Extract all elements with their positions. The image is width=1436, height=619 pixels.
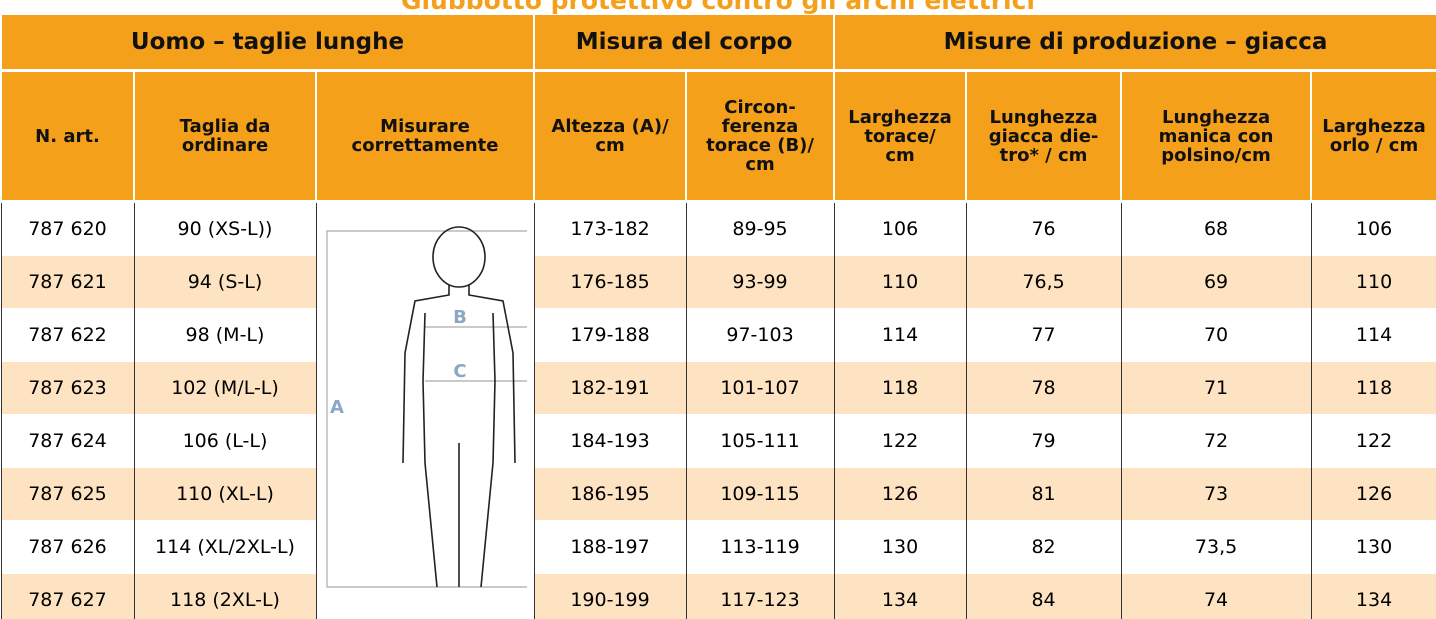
table-cell: 787 627 [0,573,135,619]
table-cell: 787 620 [0,201,135,256]
table-row: 787 627 118 (2XL-L) 190-199 117-123 134 84 74 1… [0,573,1436,619]
table-cell: 101-107 [685,361,835,415]
table-cell: 70 [1120,308,1312,362]
table-cell: 89-95 [685,201,835,256]
table-cell: 188-197 [533,520,687,574]
table-cell: 130 [1310,520,1436,574]
table-row: 787 621 94 (S-L) 176-185 93-99 110 76,5 69 110 [0,255,1436,309]
table-cell: 182-191 [533,361,687,415]
table-cell: 105-111 [685,414,835,468]
table-cell: 71 [1120,361,1312,415]
table-cell: 73,5 [1120,520,1312,574]
table-cell: 190-199 [533,573,687,619]
column-header: Lunghezza manica con polsino/cm [1120,70,1313,203]
table-cell: 130 [833,520,967,574]
table-cell: 134 [833,573,967,619]
table-cell: 787 624 [0,414,135,468]
table-cell: 110 (XL-L) [133,467,317,521]
table-cell: 110 [1310,255,1436,309]
table-cell: 81 [965,467,1122,521]
size-table: Uomo – taglie lunghe Misura del corpo Mi… [0,15,1436,619]
table-cell: 126 [833,467,967,521]
table-cell: 76 [965,201,1122,256]
table-cell: 186-195 [533,467,687,521]
table-cell: 76,5 [965,255,1122,309]
group-header: Uomo – taglie lunghe [0,15,536,72]
column-header: Lunghezza giacca die- tro* / cm [965,70,1123,203]
table-cell: 82 [965,520,1122,574]
table-cell: 94 (S-L) [133,255,317,309]
body-figure: A B C [325,226,527,588]
table-cell: 106 [833,201,967,256]
table-cell: 117-123 [685,573,835,619]
table-cell: 114 [1310,308,1436,362]
table-row: 787 622 98 (M-L) 179-188 97-103 114 77 70 114 [0,308,1436,362]
table-cell: 126 [1310,467,1436,521]
table-row: 787 623 102 (M/L-L) 182-191 101-107 118 78 71 1… [0,361,1436,415]
column-header: Misurare correttamente [314,70,536,203]
table-cell: 110 [833,255,967,309]
table-cell: 77 [965,308,1122,362]
table-row: 787 625 110 (XL-L) 186-195 109-115 126 81 73 12… [0,467,1436,521]
table-row: 787 620 90 (XS-L)) A B C 173-182 89-95 106 76 68… [0,201,1436,619]
column-header: N. art. [0,70,135,203]
table-cell: 78 [965,361,1122,415]
table-cell: 122 [833,414,967,468]
table-cell: 84 [965,573,1122,619]
table-body: 787 620 90 (XS-L)) A B C 173-182 89-95 106 76 68… [0,201,1436,619]
table-cell: 176-185 [533,255,687,309]
group-row: Uomo – taglie lunghe Misura del corpo Mi… [0,15,1436,72]
table-cell: 102 (M/L-L) [133,361,317,415]
table-cell: 787 622 [0,308,135,362]
figure-label: A [330,397,344,418]
table-cell: 118 [1310,361,1436,415]
table-cell: 90 (XS-L)) [133,201,317,256]
figure-label: C [453,361,466,382]
table-cell: 118 (2XL-L) [133,573,317,619]
group-header: Misura del corpo [533,15,836,72]
figure-label: B [453,307,467,328]
table-cell: 134 [1310,573,1436,619]
table-cell: 787 626 [0,520,135,574]
column-header: Circon- ferenza torace (B)/ cm [685,70,836,203]
table-cell: 122 [1310,414,1436,468]
page-title: Giubbotto protettivo contro gli archi el… [400,0,1036,15]
column-header: Altezza (A)/ cm [533,70,688,203]
table-cell: 93-99 [685,255,835,309]
column-header: Taglia da ordinare [133,70,317,203]
table-cell: 73 [1120,467,1312,521]
table-cell: 72 [1120,414,1312,468]
table-cell: 184-193 [533,414,687,468]
table-cell: 114 [833,308,967,362]
table-cell: 69 [1120,255,1312,309]
table-cell: 787 621 [0,255,135,309]
table-row: 787 626 114 (XL/2XL-L) 188-197 113-119 130 82… [0,520,1436,574]
table-cell: 114 (XL/2XL-L) [133,520,317,574]
table-cell: 68 [1120,201,1312,256]
column-row: N. art. Taglia da ordinare Misurare corret… [0,70,1436,203]
table-cell: 113-119 [685,520,835,574]
column-header: Larghezza torace/ cm [833,70,968,203]
table-row: 787 624 106 (L-L) 184-193 105-111 122 79 72 122 [0,414,1436,468]
table-cell: 109-115 [685,467,835,521]
figure-cell: A B C [315,201,535,619]
table-cell: 787 623 [0,361,135,415]
column-header: Larghezza orlo / cm [1310,70,1436,203]
table-cell: 179-188 [533,308,687,362]
table-cell: 118 [833,361,967,415]
table-cell: 74 [1120,573,1312,619]
table-cell: 173-182 [533,201,687,256]
table-cell: 106 (L-L) [133,414,317,468]
table-cell: 79 [965,414,1122,468]
group-header: Misure di produzione – giacca [833,15,1436,72]
table-cell: 97-103 [685,308,835,362]
table-cell: 106 [1310,201,1436,256]
table-cell: 787 625 [0,467,135,521]
table-cell: 98 (M-L) [133,308,317,362]
